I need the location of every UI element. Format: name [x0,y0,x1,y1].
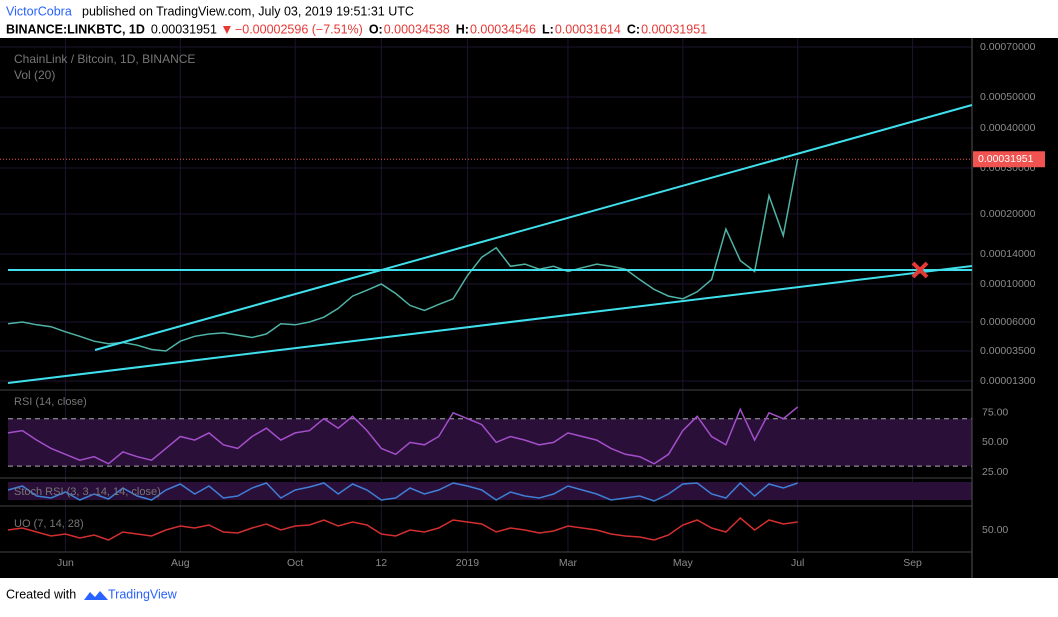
quote-field: BINANCE:LINKBTC, 1D [6,22,145,36]
price-tag [973,151,1045,168]
quote: BINANCE:LINKBTC, 1D 0.00031951 −0.00002596… [6,22,707,36]
y-tick-label: 0.00001300 [980,375,1036,387]
series-line [7,158,799,352]
pane-title: RSI (14, close) [14,396,87,408]
y-tick-label: 0.00040000 [980,122,1036,134]
quote-field: −0.00002596 (−7.51%) [235,22,363,36]
quote-field: O: [369,22,383,36]
y-tick-label: 0.00010000 [980,278,1036,290]
footer-text: Created with [6,587,76,601]
trend-line [7,265,973,384]
quote-field: H: [456,22,469,36]
y-tick-label: 0.00014000 [980,248,1036,260]
marks [0,158,972,541]
series-line [7,406,799,465]
series-line [7,481,798,502]
y-tick-label: 0.00003500 [980,345,1036,357]
quote-field: L: [542,22,554,36]
y-tick-label: 50.00 [982,436,1008,448]
author[interactable]: VictorCobra [6,4,72,18]
y-tick-label: 0.00006000 [980,316,1036,328]
quote-field: C: [627,22,640,36]
x-tick-label: Oct [287,557,303,569]
down-arrow [222,26,231,34]
y-tick-label: 0.00020000 [980,208,1036,220]
x-tick-label: 2019 [456,557,480,569]
trend-line [94,104,973,351]
y-tick-label: 50.00 [982,524,1008,536]
series-line [7,516,798,541]
x-tick-label: Aug [171,557,190,569]
y-tick-label: 25.00 [982,466,1008,478]
rsi-band [8,418,972,467]
x-tick-label: Jul [791,557,804,569]
y-tick-label: 0.00050000 [980,91,1036,103]
stoch-band [8,482,972,500]
chart-subtitle: Vol (20) [14,68,55,82]
x-tick-label: Jun [57,557,74,569]
x-tick-label: 12 [375,557,387,569]
pane-title: Stoch RSI (3, 3, 14, 14, close) [14,486,161,498]
logo [84,591,108,600]
quote-field: 0.00034546 [470,22,536,36]
pane-title: UO (7, 14, 28) [14,518,84,530]
y-tick-label: 75.00 [982,407,1008,419]
quote-field: 0.00031951 [641,22,707,36]
grid [0,38,972,552]
y-tick-label: 0.00070000 [980,41,1036,53]
price-tag-label: 0.00031951 [978,153,1034,165]
footer-brand[interactable]: TradingView [108,587,178,601]
chart-title: ChainLink / Bitcoin, 1D, BINANCE [14,52,195,66]
cross-marker [911,261,929,279]
quote-field: 0.00034538 [384,22,450,36]
x-tick-label: Mar [559,557,578,569]
x-tick-label: May [673,557,694,569]
x-tick-label: Sep [903,557,922,569]
published: published on TradingView.com, July 03, 2… [82,4,414,18]
quote-field: 0.00031614 [555,22,621,36]
quote-field: 0.00031951 [151,22,217,36]
